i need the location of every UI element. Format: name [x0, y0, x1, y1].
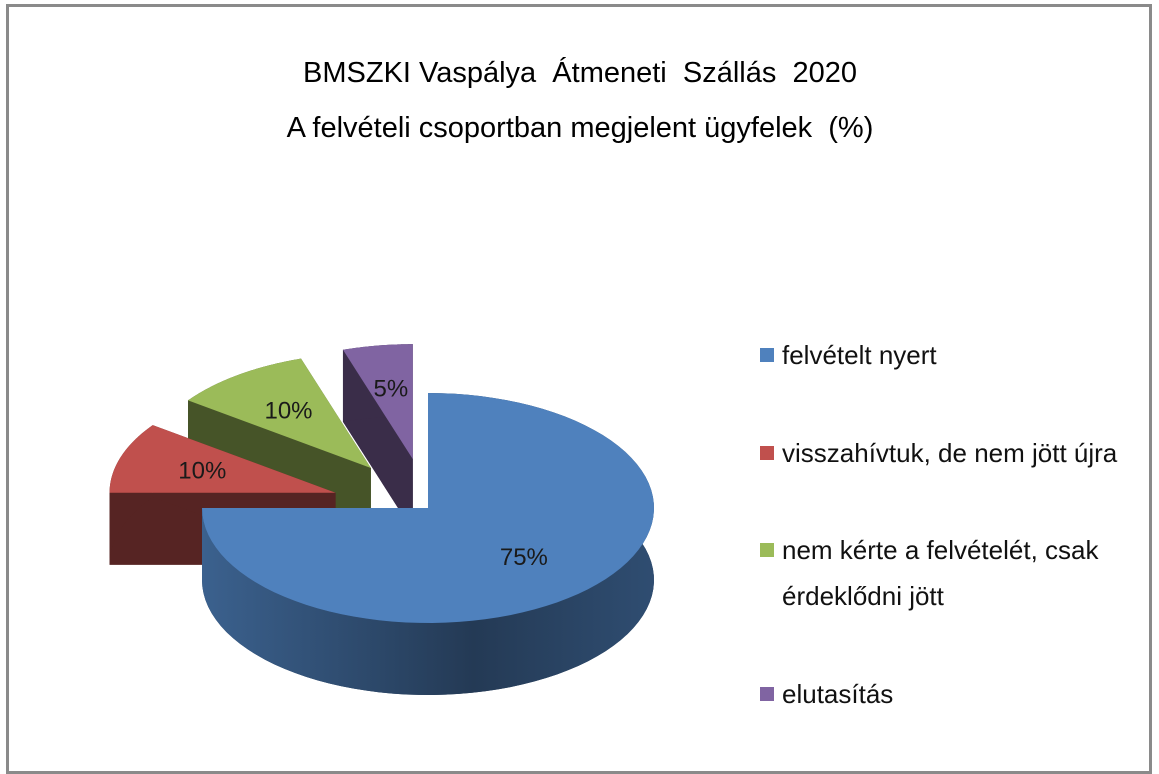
legend-label: nem kérte a felvételét, csak érdeklődni … — [782, 535, 1099, 612]
data-label: 10% — [178, 458, 226, 485]
slice — [109, 425, 336, 493]
legend-swatch — [760, 543, 774, 558]
legend-item: nem kérte a felvételét, csak érdeklődni … — [760, 527, 1140, 619]
legend-swatch — [760, 686, 774, 701]
legend-swatch — [760, 348, 774, 362]
legend: felvételt nyert visszahívtuk, de nem jött… — [760, 332, 1140, 717]
chart-subtitle: A felvételi csoportban megjelent ügyfele… — [287, 112, 874, 144]
legend-swatch — [760, 445, 774, 460]
legend-label: elutasítás — [782, 678, 894, 709]
legend-label: visszahívtuk, de nem jött újra — [782, 437, 1118, 468]
slice — [202, 393, 654, 623]
legend-item: elutasítás — [760, 671, 1140, 717]
legend-label: felvételt nyert — [782, 340, 937, 370]
slice — [342, 344, 413, 460]
data-label: 75% — [500, 544, 548, 571]
legend-item: felvételt nyert — [760, 332, 1140, 378]
slice — [188, 358, 371, 468]
data-label: 5% — [374, 376, 409, 403]
pie: 75% 10% 10% 5% — [109, 344, 654, 695]
chart-title: BMSZKI Vaspálya Átmeneti Szállás 2020 — [303, 56, 857, 89]
legend-item: visszahívtuk, de nem jött újra — [760, 430, 1140, 476]
data-label: 10% — [264, 397, 312, 424]
